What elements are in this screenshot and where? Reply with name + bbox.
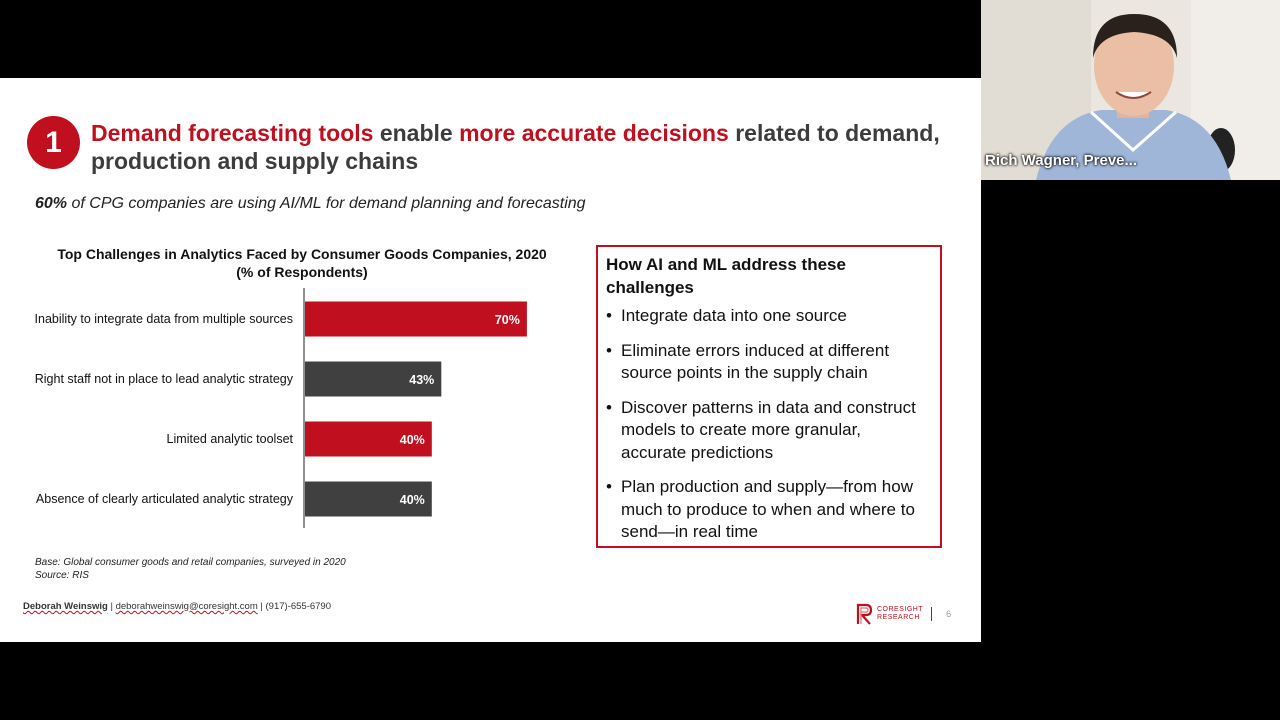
participant-video-feed (981, 0, 1280, 180)
callout-bullet: Plan production and supply—from how much… (606, 476, 930, 544)
bar-chart: Inability to integrate data from multipl… (35, 288, 527, 528)
page-number: 6 (946, 609, 952, 619)
callout-bullet: Eliminate errors induced at different so… (606, 340, 930, 385)
section-number-badge: 1 (27, 116, 80, 169)
chart-data-label: 43% (409, 373, 434, 387)
callout-title: How AI and ML address these challenges (606, 255, 846, 297)
chart-data-label: 40% (400, 493, 425, 507)
chart-bar (305, 361, 442, 397)
chart-data-label: 40% (400, 433, 425, 447)
chart-bar (305, 481, 432, 517)
presenter-name: Deborah Weinswig (23, 601, 108, 612)
chart-category-label: Limited analytic toolset (167, 432, 294, 446)
callout-bullet-list: Integrate data into one source Eliminate… (606, 305, 930, 544)
callout-bullet: Integrate data into one source (606, 305, 930, 328)
presenter-contact: Deborah Weinswig | deborahweinswig@cores… (23, 601, 331, 612)
chart-bar (305, 301, 527, 337)
presenter-phone: (917)-655-6790 (265, 601, 332, 612)
callout-bullet: Discover patterns in data and construct … (606, 397, 930, 465)
chart-category-label: Inability to integrate data from multipl… (35, 312, 293, 326)
chart-footnote: Base: Global consumer goods and retail c… (35, 557, 346, 581)
participant-name-label: Rich Wagner, Preve... (985, 152, 1137, 169)
presentation-slide: 1 Demand forecasting tools enable more a… (0, 78, 981, 642)
slide-headline: Demand forecasting tools enable more acc… (91, 120, 940, 174)
coresight-logo-icon (856, 603, 873, 625)
slide-subheading: 60% of CPG companies are using AI/ML for… (35, 195, 586, 212)
chart-bar (305, 421, 432, 457)
chart-category-label: Right staff not in place to lead analyti… (35, 372, 294, 386)
ai-ml-callout-box: How AI and ML address these challenges I… (596, 245, 942, 548)
chart-title: Top Challenges in Analytics Faced by Con… (57, 246, 547, 280)
presenter-email: deborahweinswig@coresight.com (115, 601, 258, 612)
chart-category-label: Absence of clearly articulated analytic … (36, 492, 294, 506)
coresight-logo: CORESIGHT RESEARCH 6 (856, 603, 951, 625)
participant-video-tile[interactable]: Rich Wagner, Preve... (981, 0, 1280, 180)
chart-data-label: 70% (495, 313, 520, 327)
